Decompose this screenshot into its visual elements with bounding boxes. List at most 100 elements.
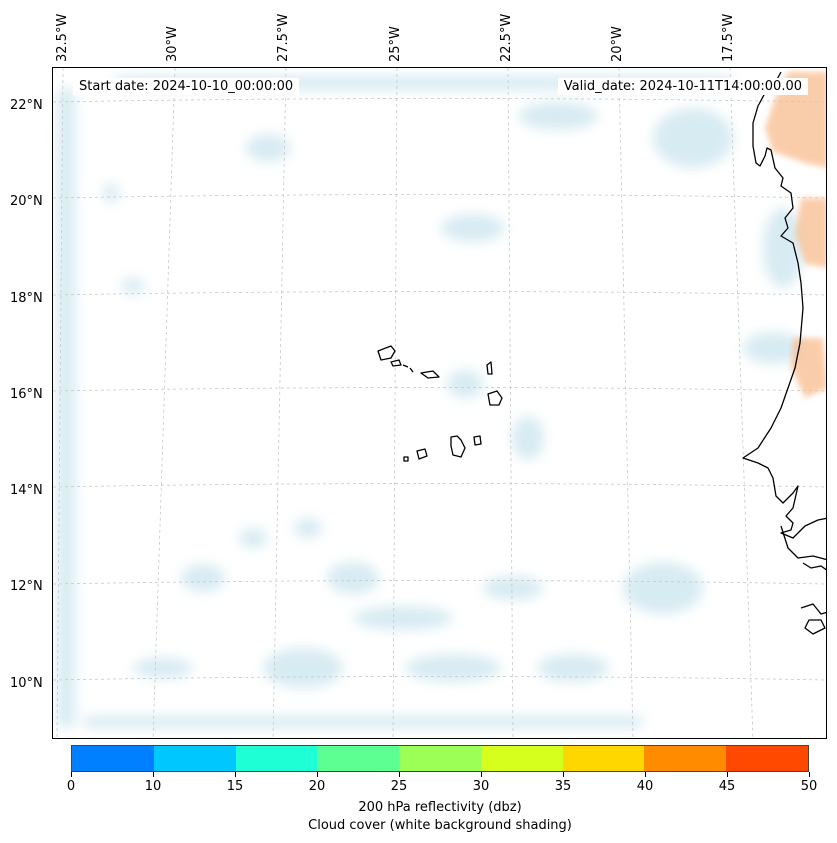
lon-gridline <box>507 68 514 738</box>
lon-label: 20°W <box>610 26 625 62</box>
cloud-patch <box>447 370 483 398</box>
cloud-patch <box>57 88 75 728</box>
colorbar-segment <box>644 746 727 771</box>
valid-date-label: Valid_date: 2024-10-11T14:00:00.00 <box>557 78 808 95</box>
colorbar-sublabel: Cloud cover (white background shading) <box>308 818 572 833</box>
colorbar-tick-label: 25 <box>390 779 408 794</box>
lon-gridline <box>618 68 634 738</box>
colorbar-tick-label: 45 <box>718 779 736 794</box>
island-islets <box>409 367 414 373</box>
lon-label: 17.5°W <box>721 13 736 62</box>
lat-label: 18°N <box>10 291 43 306</box>
reflectivity-patch <box>765 72 826 168</box>
cloud-patch <box>327 562 379 594</box>
cloud-patch <box>294 518 322 538</box>
lat-gridline <box>53 194 826 199</box>
cloud-patch <box>181 564 225 592</box>
cloud-patch <box>653 108 733 168</box>
bijagos-islands <box>800 603 826 615</box>
colorbar-tick <box>808 772 810 777</box>
cloud-patch <box>623 562 703 614</box>
colorbar-tick-label: 0 <box>66 779 76 794</box>
colorbar-tick <box>316 772 318 777</box>
lon-gridline <box>392 68 398 738</box>
island-boa-vista <box>487 390 503 406</box>
island-sao-vicente <box>390 359 402 367</box>
island-sal <box>486 361 493 375</box>
lat-label: 22°N <box>10 98 43 113</box>
reflectivity-patch <box>791 338 826 398</box>
colorbar-tick <box>480 772 482 777</box>
cloud-patch <box>246 134 290 162</box>
cloud-patch <box>405 654 501 682</box>
colorbar-tick <box>398 772 400 777</box>
lon-label: 25°W <box>388 26 403 62</box>
lat-label: 12°N <box>10 579 43 594</box>
coastlines <box>377 71 826 635</box>
island-santo-antao <box>377 345 396 361</box>
colorbar-tick <box>234 772 236 777</box>
colorbar-segment <box>480 746 563 771</box>
lon-gridline <box>56 68 64 738</box>
island-sao-nicolau <box>420 370 440 379</box>
colorbar-tick <box>726 772 728 777</box>
lon-gridline <box>729 68 754 738</box>
lat-gridline <box>53 483 826 488</box>
lat-label: 14°N <box>10 483 43 498</box>
colorbar-tick-label: 30 <box>472 779 490 794</box>
cloud-patch <box>263 648 343 688</box>
cloud-patch <box>483 576 543 600</box>
colorbar-segment <box>562 746 645 771</box>
lon-label: 32.5°W <box>55 13 70 62</box>
colorbar-tick-label: 10 <box>144 779 162 794</box>
lon-gridline <box>272 68 287 738</box>
start-date-label: Start date: 2024-10-10_00:00:00 <box>73 78 300 95</box>
cloud-patch <box>537 654 609 682</box>
cloud-patch <box>518 102 598 130</box>
african-coastline <box>742 71 826 539</box>
cloud-patch <box>121 278 145 294</box>
colorbar-segment <box>72 746 154 771</box>
colorbar-tick-label: 35 <box>554 779 572 794</box>
lon-gridline <box>152 68 176 738</box>
colorbar <box>71 745 809 772</box>
lat-gridline <box>53 676 826 681</box>
colorbar-segment <box>153 746 236 771</box>
lat-gridline <box>53 98 826 103</box>
colorbar-segment <box>726 746 809 771</box>
colorbar-segment <box>235 746 318 771</box>
lon-label: 27.5°W <box>276 13 291 62</box>
map-panel <box>52 67 827 739</box>
cloud-patch <box>743 332 803 364</box>
reflectivity-patch <box>795 198 826 268</box>
island-fogo <box>416 448 428 460</box>
cloud-patch <box>103 183 119 203</box>
colorbar-tick-label: 40 <box>636 779 654 794</box>
colorbar-tick-label: 50 <box>800 779 818 794</box>
lat-label: 10°N <box>10 676 43 691</box>
map-canvas <box>53 68 826 738</box>
lat-label: 16°N <box>10 387 43 402</box>
colorbar-label: 200 hPa reflectivity (dbz) <box>358 800 522 815</box>
reflectivity-shading <box>765 72 826 398</box>
guinea-coast <box>802 562 826 571</box>
colorbar-tick <box>562 772 564 777</box>
cloud-patch <box>441 214 505 242</box>
island-brava <box>403 456 409 462</box>
cloud-patch <box>512 416 544 460</box>
lat-label: 20°N <box>10 194 43 209</box>
lat-gridline <box>53 580 826 585</box>
cloud-patch <box>239 528 267 548</box>
colorbar-tick <box>644 772 646 777</box>
colorbar-segment <box>317 746 400 771</box>
colorbar-segment <box>399 746 481 771</box>
cloud-patch <box>353 606 453 630</box>
island-maio <box>473 435 482 446</box>
colorbar-tick <box>152 772 154 777</box>
cloud-patch <box>133 658 193 678</box>
lon-label: 30°W <box>165 26 180 62</box>
island-santiago <box>450 435 466 458</box>
lat-gridline <box>53 291 826 296</box>
island-santa-luzia <box>402 364 409 368</box>
cloud-cover-shading <box>57 76 803 728</box>
